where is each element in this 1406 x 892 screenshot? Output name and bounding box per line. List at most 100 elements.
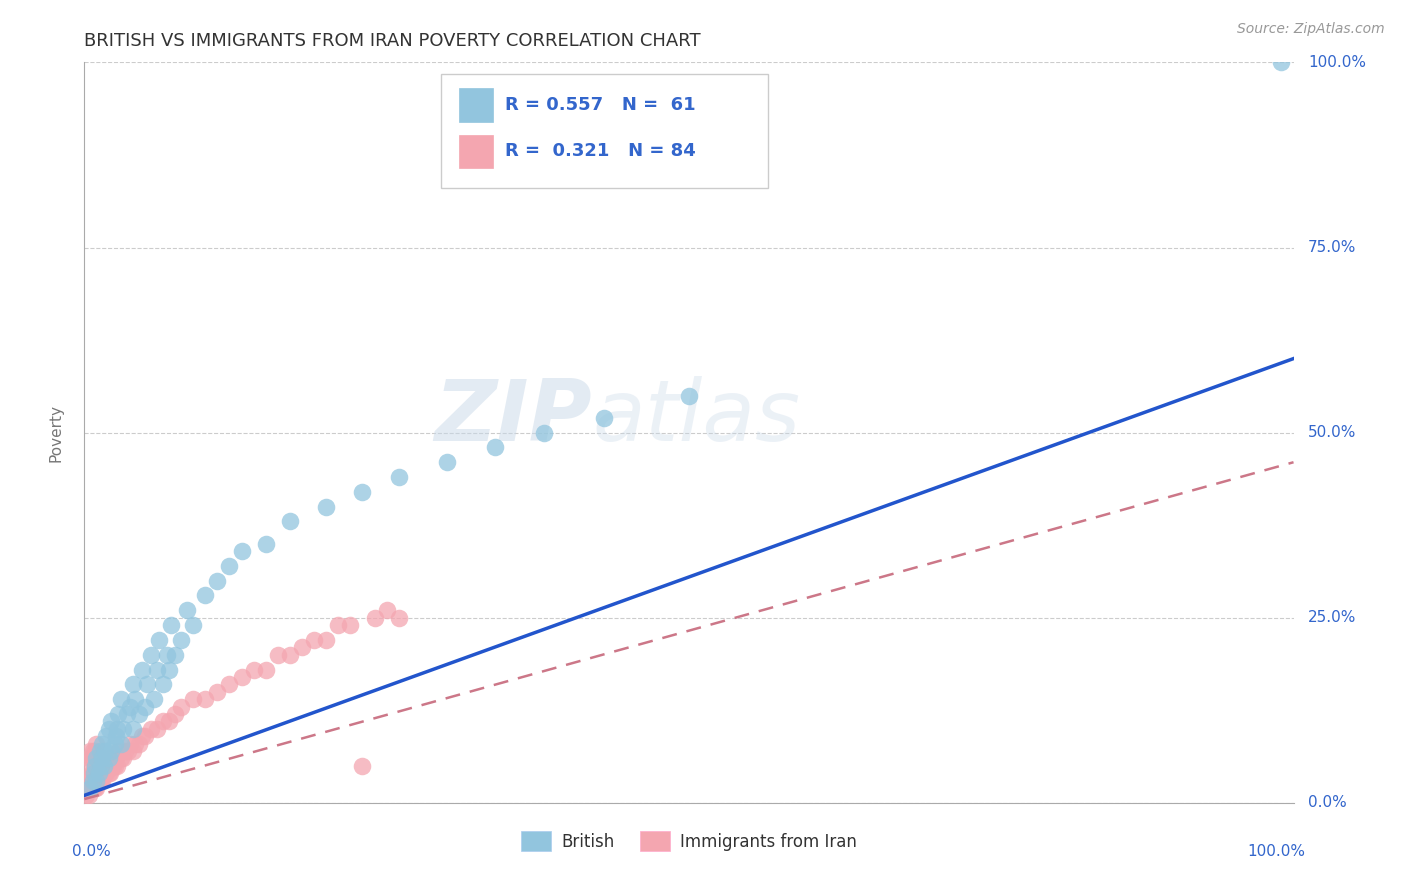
Point	[339, 618, 361, 632]
Point	[86, 766, 108, 780]
Point	[152, 677, 174, 691]
Point	[83, 766, 105, 780]
Point	[146, 722, 169, 736]
Point	[388, 610, 411, 624]
Text: 25.0%: 25.0%	[1308, 610, 1357, 625]
Point	[84, 766, 107, 780]
Text: ZIP: ZIP	[434, 376, 592, 459]
Point	[110, 751, 132, 765]
Point	[484, 441, 506, 455]
Text: 75.0%: 75.0%	[1308, 240, 1357, 255]
Point	[75, 789, 97, 803]
Point	[124, 737, 146, 751]
Point	[157, 714, 180, 729]
Point	[128, 737, 150, 751]
Point	[131, 663, 153, 677]
Point	[218, 677, 240, 691]
Point	[170, 699, 193, 714]
Point	[328, 618, 350, 632]
Point	[165, 648, 187, 662]
Point	[105, 722, 128, 736]
Bar	[460, 88, 494, 121]
Point	[83, 751, 105, 765]
Point	[77, 773, 100, 788]
Point	[1270, 55, 1292, 70]
Point	[82, 744, 104, 758]
Point	[143, 692, 166, 706]
Point	[80, 751, 103, 765]
Y-axis label: Poverty: Poverty	[49, 403, 63, 462]
FancyBboxPatch shape	[441, 73, 768, 188]
Point	[97, 722, 120, 736]
Point	[254, 536, 277, 550]
Point	[104, 737, 127, 751]
Point	[155, 648, 177, 662]
Point	[352, 758, 374, 772]
Point	[110, 692, 132, 706]
Text: R = 0.557   N =  61: R = 0.557 N = 61	[505, 95, 696, 113]
Point	[352, 484, 374, 499]
Point	[242, 663, 264, 677]
Point	[115, 706, 138, 721]
Point	[104, 751, 127, 765]
Point	[100, 714, 122, 729]
Point	[91, 751, 114, 765]
Point	[124, 692, 146, 706]
Point	[114, 744, 136, 758]
Point	[94, 729, 117, 743]
Point	[91, 737, 114, 751]
Point	[278, 515, 301, 529]
Point	[110, 737, 132, 751]
Point	[231, 544, 253, 558]
Point	[388, 470, 411, 484]
Point	[121, 722, 143, 736]
Point	[375, 603, 398, 617]
Point	[97, 751, 120, 765]
Point	[436, 455, 458, 469]
Point	[90, 773, 112, 788]
Point	[79, 780, 101, 795]
Point	[134, 729, 156, 743]
Text: 100.0%: 100.0%	[1308, 55, 1367, 70]
Point	[315, 632, 337, 647]
Point	[170, 632, 193, 647]
Point	[94, 766, 117, 780]
Point	[93, 766, 115, 780]
Point	[86, 773, 108, 788]
Point	[79, 780, 101, 795]
Point	[83, 766, 105, 780]
Point	[89, 773, 111, 788]
Point	[104, 729, 127, 743]
Point	[315, 500, 337, 514]
Point	[267, 648, 290, 662]
Point	[97, 751, 120, 765]
Point	[181, 618, 204, 632]
Point	[104, 758, 127, 772]
Point	[93, 758, 115, 772]
Bar	[460, 135, 494, 169]
Point	[120, 699, 142, 714]
Text: 0.0%: 0.0%	[72, 844, 111, 858]
Point	[157, 663, 180, 677]
Point	[165, 706, 187, 721]
Point	[94, 744, 117, 758]
Point	[77, 773, 100, 788]
Point	[533, 425, 555, 440]
Point	[121, 744, 143, 758]
Point	[207, 574, 229, 588]
Point	[103, 758, 125, 772]
Point	[77, 751, 100, 765]
Point	[97, 766, 120, 780]
Point	[112, 751, 135, 765]
Point	[86, 751, 108, 765]
Point	[94, 766, 117, 780]
Point	[302, 632, 325, 647]
Point	[83, 780, 105, 795]
Point	[98, 766, 121, 780]
Point	[121, 677, 143, 691]
Point	[100, 744, 122, 758]
Point	[77, 780, 100, 795]
Point	[134, 699, 156, 714]
Point	[89, 758, 111, 772]
Point	[101, 758, 124, 772]
